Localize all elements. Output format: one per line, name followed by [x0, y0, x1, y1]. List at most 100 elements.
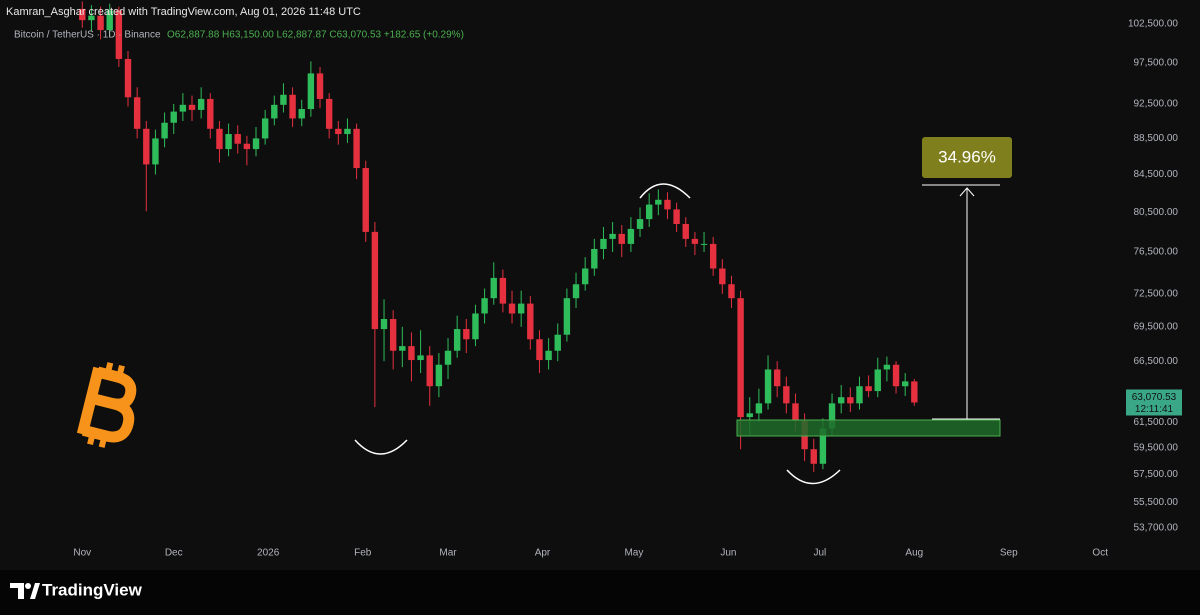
y-tick-label: 88,500.00 [1134, 133, 1179, 144]
candle-body [874, 369, 881, 392]
candle-body [682, 223, 689, 239]
candle-body [792, 403, 799, 421]
candle-body [289, 94, 296, 119]
candle-body [856, 386, 863, 404]
y-tick-label: 92,500.00 [1134, 99, 1179, 110]
candle-body [499, 277, 507, 304]
candle-body [810, 449, 817, 464]
candle-body [901, 381, 909, 387]
candle-body [325, 98, 333, 129]
candle-body [353, 128, 360, 169]
candle-body [408, 346, 415, 361]
x-tick-label: Jul [813, 548, 826, 559]
candles [79, 1, 918, 472]
y-tick-label: 72,500.00 [1134, 289, 1179, 300]
x-tick-label: Mar [439, 548, 457, 559]
candle-body [79, 8, 86, 21]
ohlc-text: O62,887.88 H63,150.00 L62,887.87 C63,070… [167, 30, 464, 41]
x-tick-label: May [624, 548, 643, 559]
candle-body [380, 319, 388, 330]
last-price-label: 63,070.53 [1132, 392, 1177, 403]
candle-body [819, 428, 827, 464]
candle-body [847, 397, 854, 404]
candle-body [527, 303, 534, 340]
candle-body [508, 303, 516, 314]
y-tick-label: 69,500.00 [1134, 321, 1179, 332]
candle-body [97, 15, 104, 31]
y-tick-label: 97,500.00 [1134, 58, 1179, 69]
brand: TradingView [42, 580, 143, 599]
candle-body [627, 228, 635, 244]
y-tick-label: 84,500.00 [1134, 169, 1179, 180]
brand-logo [10, 583, 40, 599]
candle-body [143, 128, 150, 165]
low-arc [786, 469, 841, 485]
candle-body [188, 104, 196, 110]
candle-body [572, 284, 580, 299]
candle-body [152, 138, 159, 165]
candle-body [618, 233, 625, 244]
high-arc [639, 183, 691, 199]
candle-body [298, 109, 305, 119]
candle-body [719, 268, 726, 285]
candle-body [911, 381, 918, 403]
candle-body [728, 284, 735, 299]
y-tick-label: 102,500.00 [1128, 19, 1178, 30]
candle-body [746, 413, 753, 418]
x-tick-label: Feb [354, 548, 372, 559]
candle-body [783, 386, 790, 404]
y-tick-label: 57,500.00 [1134, 469, 1179, 480]
candle-body [133, 97, 141, 129]
candle-body [124, 58, 132, 98]
candle-body [892, 364, 900, 387]
axes: 102,500.00 97,500.00 92,500.00 88,500.00 84,… [73, 19, 1182, 559]
x-tick-label: Dec [165, 548, 183, 559]
candle-body [545, 350, 552, 361]
candle-body [481, 298, 488, 314]
candle-body [170, 111, 177, 123]
candle-body [234, 134, 241, 144]
candle-body [435, 364, 443, 387]
candle-body [563, 298, 571, 335]
candle-body [709, 243, 717, 269]
candle-body [472, 313, 479, 340]
y-tick-label: 53,700.00 [1134, 522, 1179, 533]
candle-body [371, 231, 379, 330]
y-tick-label: 80,500.00 [1134, 207, 1179, 218]
candle-body [88, 15, 95, 21]
candle-body [463, 329, 470, 340]
candle-body [115, 10, 123, 59]
candle-body [828, 403, 836, 429]
candle-body [664, 199, 671, 210]
candle-body [197, 98, 205, 110]
y-tick-label: 59,500.00 [1134, 443, 1179, 454]
candle-body [755, 403, 763, 414]
candle-body [243, 143, 251, 150]
candle-body [609, 233, 616, 239]
author-line: Kamran_Asghar created with TradingView.c… [6, 6, 361, 18]
support-zone [736, 419, 1001, 437]
low-arc [354, 439, 408, 455]
candle-body [837, 397, 845, 404]
candle-body [490, 277, 497, 299]
x-tick-label: Oct [1092, 548, 1108, 559]
candle-body [554, 334, 561, 351]
last-price-box [1126, 389, 1182, 416]
candle-body [207, 98, 214, 129]
countdown: 12:11:41 [1135, 404, 1174, 415]
measure-label: 34.96% [938, 147, 996, 166]
y-tick-label: 66,500.00 [1134, 356, 1179, 367]
candle-body [444, 350, 452, 365]
candle-body [179, 104, 187, 112]
candle-body [700, 243, 708, 245]
bitcoin-logo [76, 362, 137, 448]
candle-body [581, 268, 589, 285]
candle-body [883, 364, 891, 370]
candle-body [271, 104, 278, 119]
candle-body [655, 199, 662, 205]
candle-body [106, 10, 113, 31]
candle-body [865, 386, 872, 392]
x-tick-label: Nov [73, 548, 91, 559]
candle-body [591, 248, 598, 269]
